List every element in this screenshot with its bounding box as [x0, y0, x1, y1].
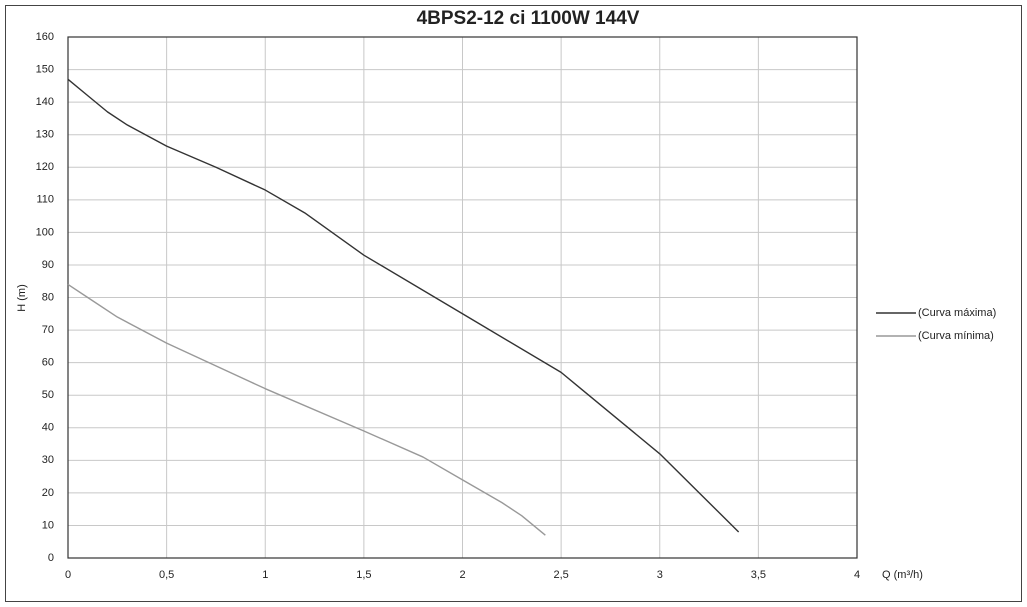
y-axis-label: H (m)	[16, 284, 28, 312]
y-tick-label: 90	[42, 259, 54, 271]
x-tick-label: 4	[854, 569, 860, 581]
curve	[67, 283, 546, 536]
curve	[67, 78, 740, 533]
y-tick-label: 50	[42, 389, 54, 401]
y-tick-label: 40	[42, 422, 54, 434]
y-tick-label: 10	[42, 519, 54, 531]
x-tick-label: 3	[657, 569, 663, 581]
y-tick-label: 100	[36, 226, 54, 238]
x-axis-label: Q (m³/h)	[882, 569, 923, 581]
y-tick-label: 130	[36, 129, 54, 141]
chart-title: 4BPS2-12 ci 1100W 144V	[417, 8, 640, 29]
x-tick-label: 1	[262, 569, 268, 581]
y-tick-label: 70	[42, 324, 54, 336]
legend-label: (Curva mínima)	[918, 330, 994, 342]
x-tick-label: 2	[459, 569, 465, 581]
y-tick-label: 80	[42, 291, 54, 303]
y-tick-label: 20	[42, 487, 54, 499]
y-tick-label: 160	[36, 31, 54, 43]
y-tick-label: 0	[48, 552, 54, 564]
x-tick-label: 0,5	[159, 569, 174, 581]
x-tick-label: 0	[65, 569, 71, 581]
x-tick-label: 2,5	[553, 569, 568, 581]
y-tick-label: 150	[36, 63, 54, 75]
y-tick-label: 30	[42, 454, 54, 466]
frame	[5, 5, 1022, 602]
y-tick-label: 60	[42, 357, 54, 369]
y-tick-label: 110	[36, 194, 54, 206]
x-tick-label: 1,5	[356, 569, 371, 581]
legend-label: (Curva máxima)	[918, 307, 996, 319]
y-tick-label: 140	[36, 96, 54, 108]
y-tick-label: 120	[36, 161, 54, 173]
plot-border	[67, 36, 858, 559]
x-tick-label: 3,5	[751, 569, 766, 581]
